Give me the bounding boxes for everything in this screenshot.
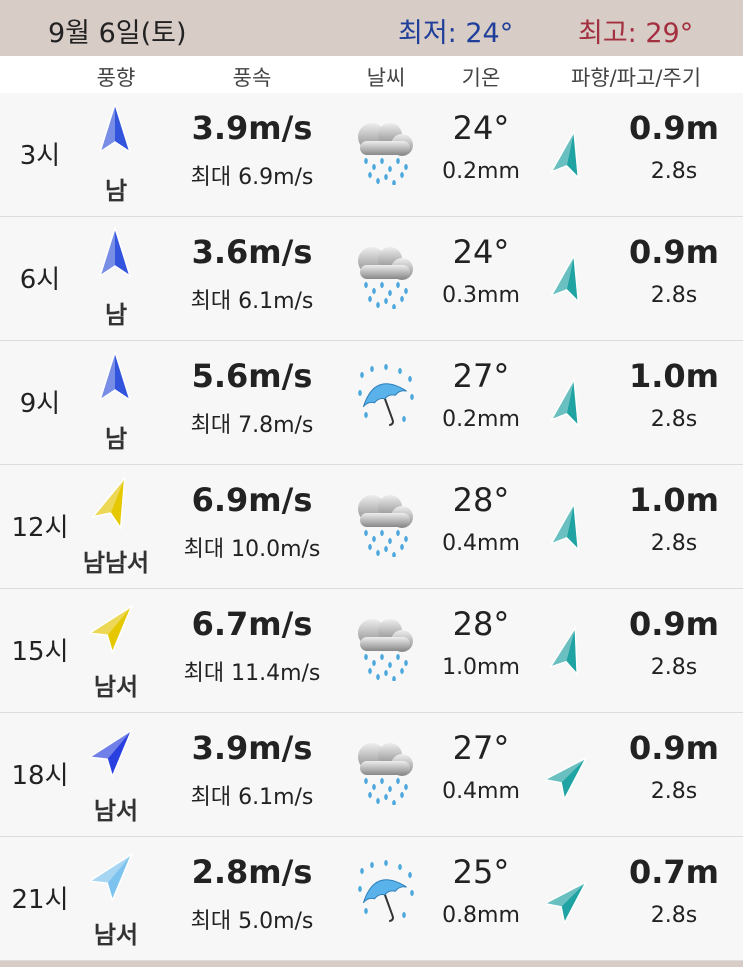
col-wind-speed: 풍속 (232, 66, 272, 90)
wind-gust: 최대 7.8m/s (190, 413, 314, 438)
forecast-list: 3시 남 3.9m/s 최대 6.9m/s 24° 0.2mm 0.9m 2.8… (0, 93, 743, 961)
wave-period: 2.8s (650, 903, 698, 928)
wind-direction-arrow-icon (87, 721, 140, 779)
precipitation: 0.4mm (442, 531, 520, 556)
wind-gust: 최대 6.1m/s (190, 289, 314, 314)
cloud-rain-icon (352, 611, 418, 682)
wind-speed: 3.9m/s (191, 729, 313, 767)
wave-direction-arrow-icon (546, 623, 592, 679)
wave-period: 2.8s (650, 655, 698, 680)
time-label: 9시 (19, 389, 61, 419)
temperature: 27° (452, 729, 510, 767)
wind-gust: 최대 11.4m/s (183, 661, 321, 686)
wind-direction-arrow-icon (87, 597, 140, 655)
wave-period: 2.8s (650, 283, 698, 308)
wind-speed: 2.8m/s (191, 853, 313, 891)
date-label: 9월 6일(토) (48, 18, 187, 49)
wind-direction-arrow-icon (87, 845, 140, 903)
wave-direction-arrow-icon (546, 375, 592, 431)
wave-direction-arrow-icon (546, 499, 592, 555)
forecast-row: 12시 남남서 6.9m/s 최대 10.0m/s 28° 0.4mm 1.0m… (0, 465, 743, 589)
col-temp: 기온 (461, 66, 501, 90)
precipitation: 0.4mm (442, 779, 520, 804)
time-label: 15시 (11, 637, 69, 667)
wind-direction: 남서 (93, 921, 139, 949)
wave-height: 0.9m (628, 605, 720, 643)
wind-speed: 3.6m/s (191, 233, 313, 271)
wind-direction: 남남서 (82, 549, 150, 577)
wind-direction: 남서 (93, 797, 139, 825)
wind-gust: 최대 6.9m/s (190, 165, 314, 190)
forecast-row: 6시 남 3.6m/s 최대 6.1m/s 24° 0.3mm 0.9m 2.8… (0, 217, 743, 341)
cloud-rain-icon (352, 115, 418, 186)
cloud-rain-icon (352, 487, 418, 558)
min-temp: 최저: 24° (398, 18, 514, 49)
wave-height: 0.7m (628, 853, 720, 891)
time-label: 6시 (19, 265, 61, 295)
wind-gust: 최대 5.0m/s (190, 909, 314, 934)
forecast-row: 15시 남서 6.7m/s 최대 11.4m/s 28° 1.0mm 0.9m … (0, 589, 743, 713)
col-wave: 파향/파고/주기 (570, 66, 702, 90)
wind-direction-arrow-icon (90, 473, 140, 531)
wind-gust: 최대 6.1m/s (190, 785, 314, 810)
wind-direction: 남 (104, 177, 128, 205)
forecast-row: 18시 남서 3.9m/s 최대 6.1m/s 27° 0.4mm 0.9m 2… (0, 713, 743, 837)
wave-period: 2.8s (650, 531, 698, 556)
column-headers: 풍향 풍속 날씨 기온 파향/파고/주기 (0, 56, 743, 93)
wave-height: 1.0m (628, 481, 720, 519)
precipitation: 0.3mm (442, 283, 520, 308)
wave-period: 2.8s (650, 779, 698, 804)
wind-speed: 6.7m/s (191, 605, 313, 643)
col-wind-dir: 풍향 (96, 66, 136, 90)
time-label: 12시 (11, 513, 69, 543)
precipitation: 0.8mm (442, 903, 520, 928)
time-label: 18시 (11, 761, 69, 791)
cloud-rain-icon (352, 735, 418, 806)
wind-direction: 남 (104, 425, 128, 453)
wave-direction-arrow-icon (546, 251, 592, 307)
precipitation: 0.2mm (442, 407, 520, 432)
temperature: 24° (452, 233, 510, 271)
max-temp: 최고: 29° (578, 18, 694, 49)
forecast-row: 9시 남 5.6m/s 최대 7.8m/s 27° 0.2mm 1.0m 2.8… (0, 341, 743, 465)
wave-direction-arrow-icon (546, 127, 592, 183)
cloud-rain-icon (352, 239, 418, 310)
wind-speed: 3.9m/s (191, 109, 313, 147)
wind-direction: 남 (104, 301, 128, 329)
temperature: 28° (452, 605, 510, 643)
wind-speed: 6.9m/s (191, 481, 313, 519)
wind-direction-arrow-icon (90, 225, 140, 283)
temperature: 24° (452, 109, 510, 147)
wave-period: 2.8s (650, 407, 698, 432)
wave-height: 0.9m (628, 109, 720, 147)
precipitation: 1.0mm (442, 655, 520, 680)
temperature: 28° (452, 481, 510, 519)
temperature: 27° (452, 357, 510, 395)
wind-speed: 5.6m/s (191, 357, 313, 395)
time-label: 3시 (19, 141, 61, 171)
umbrella-rain-icon (352, 859, 418, 929)
umbrella-rain-icon (352, 363, 418, 433)
wave-height: 0.9m (628, 729, 720, 767)
col-weather: 날씨 (366, 66, 406, 90)
wave-direction-arrow-icon (542, 747, 592, 803)
forecast-row: 21시 남서 2.8m/s 최대 5.0m/s 25° 0.8mm 0.7m 2… (0, 837, 743, 961)
time-label: 21시 (11, 885, 69, 915)
wind-direction: 남서 (93, 673, 139, 701)
wind-direction-arrow-icon (90, 349, 140, 407)
precipitation: 0.2mm (442, 159, 520, 184)
wind-gust: 최대 10.0m/s (183, 537, 321, 562)
wind-direction-arrow-icon (90, 101, 140, 159)
wave-height: 1.0m (628, 357, 720, 395)
wave-direction-arrow-icon (542, 871, 592, 927)
wave-period: 2.8s (650, 159, 698, 184)
day-header: 9월 6일(토) 최저: 24° 최고: 29° (0, 0, 743, 56)
temperature: 25° (452, 853, 510, 891)
bottom-bar (0, 961, 743, 967)
wave-height: 0.9m (628, 233, 720, 271)
forecast-row: 3시 남 3.9m/s 최대 6.9m/s 24° 0.2mm 0.9m 2.8… (0, 93, 743, 217)
